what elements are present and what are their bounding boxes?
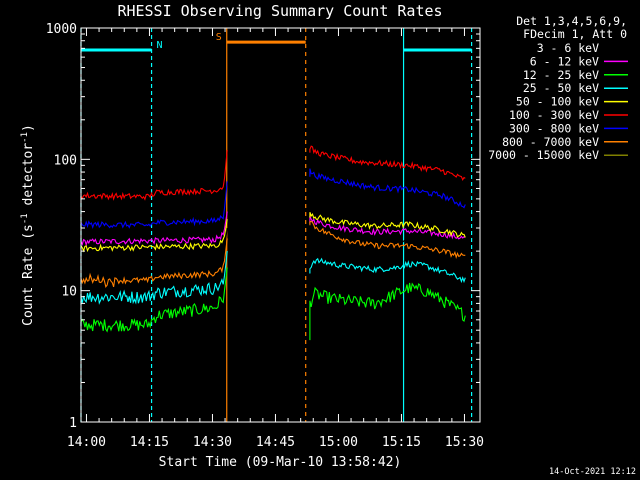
legend-header-line-1: Det 1,3,4,5,6,9, xyxy=(516,14,627,28)
series-line-7-seg-1 xyxy=(309,220,466,260)
series-line-0-seg-1 xyxy=(309,224,466,256)
x-tick-label-5: 15:15 xyxy=(382,435,421,450)
series-line-6-seg-1 xyxy=(309,168,466,209)
legend-header-line-2: FDecim 1, Att 0 xyxy=(523,27,627,41)
y-axis-label-part1: Count Rate (s xyxy=(21,224,36,326)
legend-label-7: 800 - 7000 keV xyxy=(502,135,599,149)
legend-label-4: 50 - 100 keV xyxy=(516,95,599,109)
y-tick-label-2: 100 xyxy=(54,153,77,168)
series-line-1-seg-1 xyxy=(309,215,466,240)
legend-label-8: 7000 - 15000 keV xyxy=(488,148,599,162)
y-tick-label-0: 1 xyxy=(69,416,77,431)
legend-label-3: 25 - 50 keV xyxy=(523,81,599,95)
x-tick-label-3: 14:45 xyxy=(256,435,295,450)
y-axis-label-part3: ) xyxy=(21,124,36,132)
series-line-4-seg-0 xyxy=(80,219,228,253)
legend: Det 1,3,4,5,6,9, FDecim 1, Att 0 3 - 6 k… xyxy=(488,14,628,162)
chart-title: RHESSI Observing Summary Count Rates xyxy=(117,2,442,20)
y-tick-label-3: 1000 xyxy=(46,22,77,37)
series-line-3-seg-0 xyxy=(80,251,228,305)
footer-timestamp: 14-Oct-2021 12:12 xyxy=(549,467,636,477)
marker-N-0-label: N xyxy=(157,40,163,51)
series-line-4-seg-1 xyxy=(309,212,466,238)
legend-label-5: 100 - 300 keV xyxy=(509,108,599,122)
legend-label-2: 12 - 25 keV xyxy=(523,68,599,82)
series-line-5-seg-0 xyxy=(80,149,228,201)
plot-frame xyxy=(80,27,481,423)
series-line-2-seg-0 xyxy=(80,267,228,333)
legend-label-1: 6 - 12 keV xyxy=(530,54,599,68)
data-series xyxy=(80,145,466,341)
series-line-6-seg-0 xyxy=(80,181,228,230)
series-line-1-seg-0 xyxy=(80,211,228,247)
series-line-0-seg-0 xyxy=(80,227,228,264)
series-line-3-seg-1 xyxy=(309,257,466,284)
y-axis-label-exp1: -1 xyxy=(20,213,30,224)
y-axis-label-exp2: -1 xyxy=(20,132,30,143)
series-line-2-seg-1 xyxy=(309,282,466,341)
x-axis-label: Start Time (09-Mar-10 13:58:42) xyxy=(159,455,402,470)
legend-label-6: 300 - 800 keV xyxy=(509,121,599,135)
series-line-7-seg-0 xyxy=(80,238,228,289)
y-axis-label: Count Rate (s-1 detector-1) xyxy=(20,124,36,326)
y-axis-label-part2: detector xyxy=(21,143,36,214)
legend-label-0: 3 - 6 keV xyxy=(537,41,599,55)
y-axis-ticks: 1 10 100 1000 xyxy=(46,22,480,431)
x-tick-label-6: 15:30 xyxy=(445,435,484,450)
x-tick-label-0: 14:00 xyxy=(67,435,106,450)
series-line-5-seg-1 xyxy=(309,145,466,182)
x-axis-ticks: 14:00 14:15 14:30 14:45 15:00 15:15 15:30 xyxy=(67,28,484,450)
x-tick-label-1: 14:15 xyxy=(130,435,169,450)
marker-S-1-label: S xyxy=(216,32,222,43)
x-tick-label-4: 15:00 xyxy=(319,435,358,450)
y-tick-label-1: 10 xyxy=(61,285,77,300)
x-tick-label-2: 14:30 xyxy=(193,435,232,450)
